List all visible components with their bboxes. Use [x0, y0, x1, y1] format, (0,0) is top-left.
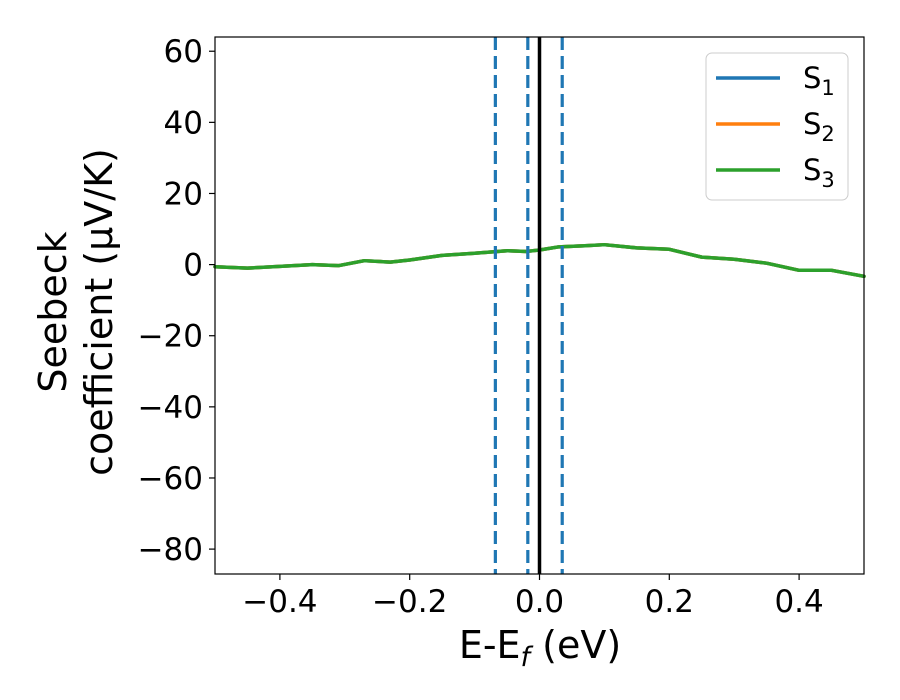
legend-label-s3: S3: [803, 153, 835, 192]
legend-label-s1: S1: [803, 61, 835, 100]
y-tick-label: −40: [138, 390, 203, 426]
legend-box: [705, 52, 849, 201]
legend: S1 S2 S3: [705, 52, 849, 201]
legend-label-s2: S2: [803, 107, 835, 146]
x-tick-label: −0.4: [242, 584, 317, 620]
y-tick-label: 60: [164, 34, 203, 70]
axis-ticks: −0.4 −0.2 0.0 0.2 0.4 60 40 20 0 −20 −40 −60 −80: [138, 34, 824, 620]
y-tick-label: 40: [164, 105, 203, 141]
series-line-s3: [213, 242, 866, 279]
y-tick-label: 0: [183, 248, 203, 284]
y-tick-label: −80: [138, 532, 203, 568]
x-tick-label: 0.2: [645, 584, 694, 620]
y-tick-label: 20: [164, 176, 203, 212]
x-tick-label: −0.2: [372, 584, 447, 620]
x-tick-label: 0.4: [774, 584, 823, 620]
y-axis-label-line2: coefficient (μV/K): [77, 148, 121, 476]
y-tick-label: −20: [138, 319, 203, 355]
x-tick-label: 0.0: [515, 584, 564, 620]
y-axis-label: Seebeck coefficient (μV/K): [31, 148, 121, 476]
y-tick-label: −60: [138, 461, 203, 497]
x-axis-label: E-Ef (eV): [459, 623, 621, 673]
plot-area: [213, 37, 866, 574]
plot-frame: [214, 36, 865, 575]
y-axis-label-line1: Seebeck: [31, 231, 75, 392]
